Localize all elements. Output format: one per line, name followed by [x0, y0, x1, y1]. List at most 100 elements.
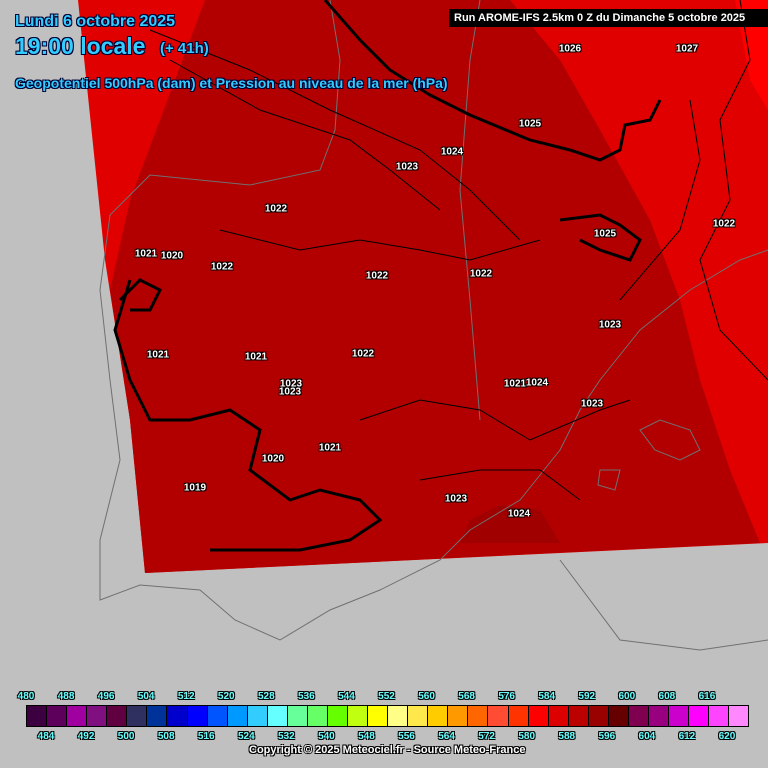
- legend-label-bottom: 508: [157, 731, 175, 742]
- forecast-time: 19:00 locale: [15, 33, 146, 59]
- isobar-label: 1022: [712, 218, 736, 230]
- copyright: Copyright © 2025 Meteociel.fr - Source M…: [249, 744, 526, 756]
- legend-label-bottom: 572: [478, 731, 495, 742]
- isobars: [149, 0, 768, 501]
- isobar-label: 1023: [598, 319, 622, 331]
- color-scale-legend: [26, 705, 749, 727]
- legend-label-top: 616: [698, 691, 716, 702]
- legend-swatch: [608, 706, 629, 726]
- isobar-label: 1024: [525, 377, 549, 389]
- legend-swatch: [27, 706, 48, 726]
- legend-swatch: [448, 706, 469, 726]
- legend-swatch: [729, 706, 749, 726]
- legend-swatch: [247, 706, 268, 726]
- legend-label-bottom: 516: [197, 731, 215, 742]
- parameter-title: Geopotentiel 500hPa (dam) et Pression au…: [15, 75, 448, 91]
- forecast-date: Lundi 6 octobre 2025: [15, 13, 176, 30]
- legend-swatch: [428, 706, 449, 726]
- legend-swatch: [709, 706, 730, 726]
- isobar-label: 1020: [160, 250, 184, 262]
- legend-label-bottom: 564: [438, 731, 455, 742]
- legend-swatch: [648, 706, 669, 726]
- isobar-label: 1023: [395, 161, 419, 173]
- legend-swatch: [468, 706, 489, 726]
- isobar-label: 1023: [278, 386, 302, 398]
- legend-swatch: [368, 706, 389, 726]
- isobar-label: 1021: [318, 442, 342, 454]
- isobar-label: 1022: [365, 270, 389, 282]
- legend-swatch: [669, 706, 690, 726]
- legend-swatch: [267, 706, 288, 726]
- isobar-label: 1025: [593, 228, 617, 240]
- legend-label-bottom: 612: [678, 731, 696, 742]
- legend-swatch: [488, 706, 509, 726]
- legend-label-top: 480: [17, 691, 35, 702]
- isobar-label: 1020: [261, 453, 285, 465]
- legend-swatch: [207, 706, 228, 726]
- isobar-label: 1022: [210, 261, 234, 273]
- legend-label-top: 608: [658, 691, 676, 702]
- forecast-lead-time: (+ 41h): [160, 40, 209, 57]
- legend-label-top: 488: [57, 691, 75, 702]
- legend-label-top: 576: [498, 691, 515, 702]
- legend-label-top: 560: [418, 691, 435, 702]
- isobar-label: 1022: [264, 203, 288, 215]
- legend-label-top: 496: [97, 691, 115, 702]
- isobar-label: 1023: [279, 378, 303, 390]
- legend-swatch: [227, 706, 248, 726]
- legend-label-bottom: 556: [398, 731, 415, 742]
- legend-label-top: 536: [298, 691, 315, 702]
- legend-label-top: 552: [378, 691, 395, 702]
- legend-label-bottom: 500: [117, 731, 135, 742]
- legend-swatch: [87, 706, 108, 726]
- legend-swatch: [167, 706, 188, 726]
- legend-swatch: [568, 706, 589, 726]
- legend-label-top: 528: [257, 691, 275, 702]
- isobar-1020: [113, 278, 383, 552]
- field-edge: [735, 0, 768, 110]
- isobar-label: 1024: [507, 508, 531, 520]
- legend-label-bottom: 484: [37, 731, 55, 742]
- legend-label-top: 600: [618, 691, 636, 702]
- isobar-1025: [323, 0, 662, 262]
- legend-swatch: [588, 706, 609, 726]
- legend-swatch: [348, 706, 369, 726]
- legend-label-top: 584: [538, 691, 556, 702]
- legend-label-top: 568: [458, 691, 475, 702]
- legend-label-top: 520: [217, 691, 235, 702]
- legend-swatch: [127, 706, 148, 726]
- legend-swatch: [187, 706, 208, 726]
- legend-label-top: 592: [578, 691, 596, 702]
- legend-label-bottom: 580: [518, 731, 536, 742]
- legend-swatch: [628, 706, 649, 726]
- legend-label-bottom: 524: [237, 731, 255, 742]
- isobar-label: 1025: [518, 118, 542, 130]
- legend-swatch: [388, 706, 409, 726]
- legend-swatch: [147, 706, 168, 726]
- legend-label-bottom: 588: [558, 731, 576, 742]
- legend-swatch: [508, 706, 529, 726]
- coastlines: [99, 0, 768, 651]
- field-592: [460, 505, 560, 543]
- isobar-label: 1019: [183, 482, 207, 494]
- legend-label-bottom: 548: [358, 731, 375, 742]
- isobar-label: 1021: [146, 349, 170, 361]
- legend-label-top: 504: [137, 691, 155, 702]
- legend-label-top: 512: [177, 691, 195, 702]
- isobar-label: 1021: [134, 248, 158, 260]
- isobar-label: 1022: [469, 268, 493, 280]
- isobar-label: 1023: [444, 493, 468, 505]
- legend-swatch: [67, 706, 88, 726]
- legend-swatch: [307, 706, 328, 726]
- legend-label-bottom: 492: [77, 731, 95, 742]
- legend-swatch: [327, 706, 348, 726]
- legend-swatch: [689, 706, 710, 726]
- model-run-info: Run AROME-IFS 2.5km 0 Z du Dimanche 5 oc…: [449, 9, 768, 27]
- isobar-label: 1024: [440, 146, 464, 158]
- isobar-label: 1021: [503, 378, 527, 390]
- legend-swatch: [107, 706, 128, 726]
- legend-label-bottom: 596: [598, 731, 616, 742]
- isobar-label: 1026: [558, 43, 582, 55]
- legend-label-bottom: 604: [638, 731, 656, 742]
- legend-label-bottom: 620: [718, 731, 736, 742]
